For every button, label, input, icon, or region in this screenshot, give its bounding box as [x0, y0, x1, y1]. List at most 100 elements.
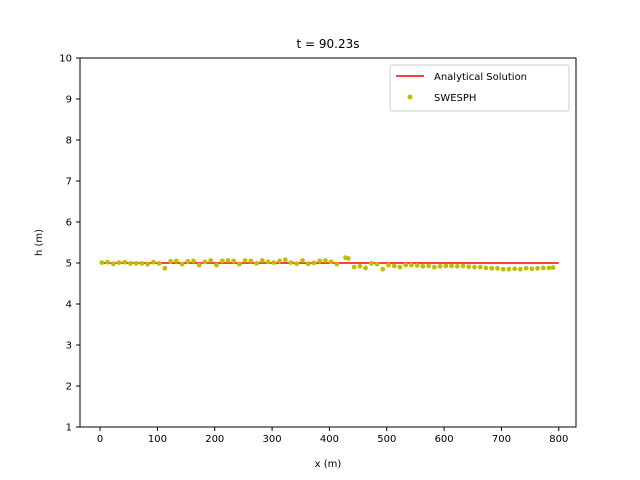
swesph-point: [128, 261, 133, 266]
swesph-point: [351, 264, 357, 270]
swesph-point: [334, 261, 340, 267]
swesph-point: [368, 261, 374, 266]
swesph-point: [191, 258, 196, 264]
legend-label-swesph: SWESPH: [434, 93, 476, 104]
swesph-point: [282, 257, 288, 263]
x-tick-label: 700: [492, 434, 511, 445]
swesph-point: [116, 260, 122, 265]
y-tick-label: 6: [66, 218, 72, 229]
swesph-point: [294, 261, 300, 267]
y-tick-label: 2: [66, 382, 72, 393]
x-tick-label: 400: [320, 434, 339, 445]
swesph-point: [150, 259, 156, 265]
swesph-point: [277, 258, 282, 264]
swesph-point: [380, 266, 386, 272]
plot-area: [99, 255, 559, 272]
swesph-point: [122, 259, 128, 265]
swesph-point: [512, 266, 518, 272]
swesph-point: [529, 266, 535, 272]
x-axis-label: x (m): [315, 459, 342, 470]
swesph-point: [437, 263, 443, 269]
legend-box: [389, 64, 570, 112]
swesph-point: [105, 259, 110, 265]
swesph-point: [168, 258, 173, 264]
swesph-point: [254, 261, 260, 266]
swesph-point: [523, 265, 529, 271]
swesph-point: [162, 265, 168, 271]
x-tick-label: 200: [205, 434, 224, 445]
swesph-point: [443, 263, 449, 269]
chart-title: t = 90.23s: [297, 37, 360, 51]
axis-ticks: 0 100 200 300 400 500 600 700 800 1 2 3 4 5 6 7 8 9 10: [59, 54, 568, 446]
y-tick-label: 10: [59, 54, 72, 65]
swesph-point: [477, 264, 483, 270]
swesph-point: [110, 261, 116, 267]
swesph-point: [225, 258, 231, 263]
swesph-point: [409, 262, 414, 268]
swesph-point: [133, 261, 139, 266]
swesph-point: [472, 264, 477, 270]
swesph-point: [208, 258, 214, 263]
swesph-point: [466, 264, 472, 270]
swesph-point: [414, 263, 420, 268]
swesph-point: [202, 259, 208, 265]
swesph-point: [460, 263, 466, 269]
swesph-point: [139, 261, 145, 266]
swesph-point: [495, 265, 500, 271]
swesph-point: [517, 266, 523, 272]
swesph-point: [317, 258, 323, 264]
swesph-point: [449, 263, 454, 269]
swesph-point: [323, 258, 328, 263]
y-tick-label: 9: [66, 95, 72, 106]
swesph-point: [397, 264, 403, 270]
x-tick-label: 600: [435, 434, 454, 445]
y-tick-label: 7: [66, 177, 72, 188]
swesph-point: [483, 265, 489, 271]
swesph-point: [259, 258, 265, 263]
swesph-point: [219, 258, 225, 264]
swesph-point: [546, 265, 552, 271]
y-tick-label: 1: [66, 423, 72, 434]
swesph-point: [145, 261, 151, 267]
swesph-point: [540, 265, 546, 271]
x-tick-label: 300: [263, 434, 282, 445]
swesph-point: [345, 256, 351, 261]
swesph-point: [179, 261, 185, 267]
swesph-point: [242, 258, 248, 263]
swesph-point: [271, 260, 277, 265]
swesph-point: [500, 266, 506, 272]
swesph-point: [328, 259, 334, 265]
swesph-point: [374, 261, 380, 267]
y-tick-label: 4: [66, 300, 72, 311]
x-tick-label: 0: [97, 434, 103, 445]
swesph-point: [99, 260, 105, 265]
swesph-point: [248, 258, 254, 264]
swesph-point: [454, 263, 460, 269]
swesph-point: [231, 258, 237, 264]
swesph-point: [214, 262, 219, 268]
y-tick-label: 8: [66, 136, 72, 147]
swesph-point: [288, 260, 294, 265]
swesph-point: [357, 263, 363, 269]
y-tick-label: 5: [66, 259, 72, 270]
swesph-point: [386, 262, 391, 268]
axes-frame: [79, 57, 577, 428]
x-tick-label: 500: [377, 434, 396, 445]
legend-marker-swesph: [407, 94, 413, 100]
swesph-point: [489, 265, 495, 271]
x-tick-label: 100: [148, 434, 167, 445]
swesph-point: [403, 262, 409, 268]
swesph-point: [506, 266, 512, 272]
swesph-point: [156, 261, 162, 266]
swesph-point: [311, 260, 317, 266]
swesph-point: [391, 263, 397, 269]
y-axis-label: h (m): [34, 229, 45, 256]
swesph-point: [535, 265, 540, 271]
swesph-point: [265, 259, 271, 265]
legend-label-analytical: Analytical Solution: [434, 72, 527, 83]
swesph-point: [426, 263, 432, 269]
y-tick-label: 3: [66, 341, 72, 352]
swesph-point: [550, 265, 556, 270]
swesph-point: [185, 258, 191, 264]
